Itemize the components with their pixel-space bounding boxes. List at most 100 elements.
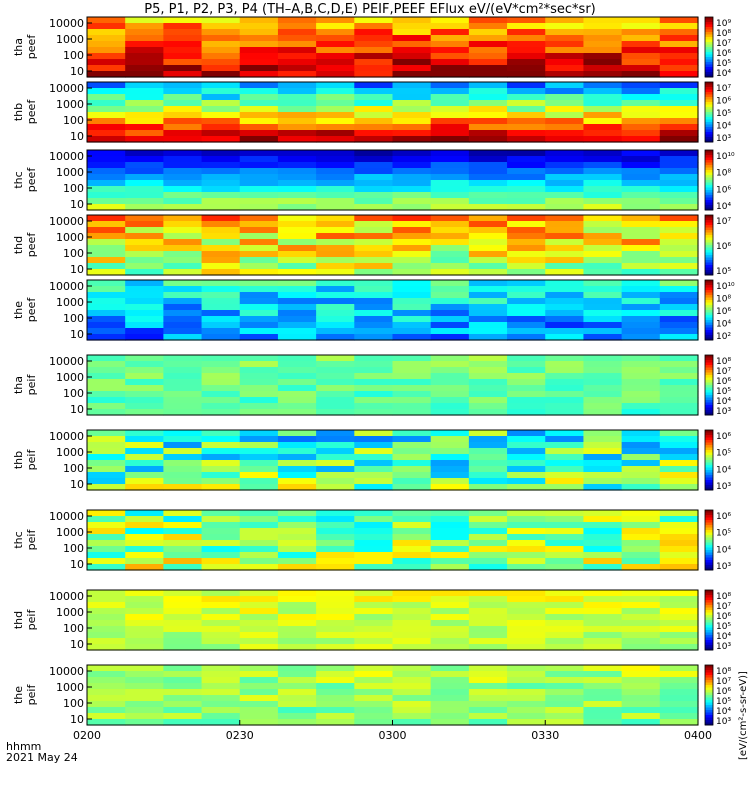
spectrogram-cell xyxy=(621,620,661,627)
spectrogram-cell xyxy=(392,112,432,119)
spectrogram-cell xyxy=(87,522,126,529)
spectrogram-cell xyxy=(277,168,317,175)
spectrogram-cell xyxy=(163,17,203,24)
spectrogram-cell xyxy=(583,292,623,299)
spectrogram-cell xyxy=(430,94,470,101)
spectrogram-cell xyxy=(468,304,508,311)
spectrogram-cell xyxy=(87,689,126,696)
spectrogram-cell xyxy=(583,454,623,461)
spectrogram-cell xyxy=(125,88,164,95)
spectrogram-cell xyxy=(583,484,623,491)
spectrogram-cell xyxy=(621,626,661,633)
spectrogram-cell xyxy=(316,510,355,517)
spectrogram-cell xyxy=(507,124,546,131)
spectrogram-cell xyxy=(163,430,203,437)
spectrogram-cell xyxy=(659,534,699,541)
spectrogram-cell xyxy=(507,112,546,119)
colorbar-segment xyxy=(705,335,713,338)
spectrogram-cell xyxy=(125,112,164,119)
spectrogram-cell xyxy=(277,608,317,615)
spectrogram-cell xyxy=(239,23,279,30)
spectrogram-cell xyxy=(201,361,241,368)
spectrogram-cell xyxy=(621,156,661,163)
spectrogram-cell xyxy=(316,472,355,479)
spectrogram-cell xyxy=(125,280,164,287)
spectrogram-cell xyxy=(621,150,661,157)
spectrogram-cell xyxy=(354,174,394,181)
spectrogram-cell xyxy=(354,94,394,101)
spectrogram-cell xyxy=(277,466,317,473)
spectrogram-cell xyxy=(468,442,508,449)
spectrogram-cell xyxy=(392,257,432,264)
colorbar-segment xyxy=(705,332,713,336)
spectrogram-cell xyxy=(163,373,203,380)
spectrogram-cell xyxy=(659,564,699,571)
colorbar-segment xyxy=(705,29,713,33)
spectrogram-cell xyxy=(354,355,394,362)
spectrogram-cell xyxy=(507,227,546,234)
spectrogram-cell xyxy=(507,448,546,455)
spectrogram-cell xyxy=(87,298,126,305)
spectrogram-cell xyxy=(392,361,432,368)
spectrogram-cell xyxy=(430,29,470,36)
spectrogram-cell xyxy=(659,17,699,24)
colorbar-segment xyxy=(705,615,713,618)
spectrogram-cell xyxy=(87,310,126,317)
spectrogram-cell xyxy=(163,186,203,193)
spectrogram-cell xyxy=(277,546,317,553)
spectrogram-cell xyxy=(430,257,470,264)
colorbar-segment xyxy=(705,640,713,643)
spectrogram-cell xyxy=(316,257,355,264)
spectrogram-cell xyxy=(507,671,546,678)
spectrogram-cell xyxy=(430,689,470,696)
spectrogram-cell xyxy=(621,204,661,211)
spectrogram-cell xyxy=(354,683,394,690)
spectrogram-cell xyxy=(583,156,623,163)
spectrogram-cell xyxy=(545,71,585,78)
spectrogram-cell xyxy=(316,130,355,137)
spectrogram-cell xyxy=(87,59,126,66)
spectrogram-cell xyxy=(468,168,508,175)
spectrogram-cell xyxy=(87,174,126,181)
spectrogram-cell xyxy=(507,41,546,48)
spectrogram-cell xyxy=(354,689,394,696)
spectrogram-cell xyxy=(659,683,699,690)
spectrogram-cell xyxy=(468,239,508,246)
spectrogram-cell xyxy=(87,269,126,276)
spectrogram-cell xyxy=(125,334,164,341)
spectrogram-cell xyxy=(201,29,241,36)
y-tick-label: 1000 xyxy=(56,606,84,619)
spectrogram-cell xyxy=(621,251,661,258)
spectrogram-cell xyxy=(163,460,203,467)
spectrogram-cell xyxy=(659,35,699,42)
spectrogram-cell xyxy=(87,632,126,639)
spectrogram-cell xyxy=(392,269,432,276)
spectrogram-cell xyxy=(545,88,585,95)
spectrogram-cell xyxy=(316,528,355,535)
spectrogram-cell xyxy=(392,528,432,535)
spectrogram-cell xyxy=(87,334,126,341)
spectrogram-cell xyxy=(239,162,279,169)
spectrogram-cell xyxy=(163,328,203,335)
spectrogram-cell xyxy=(468,150,508,157)
spectrogram-cell xyxy=(392,719,432,726)
panel-ylabel: peif xyxy=(25,684,38,706)
spectrogram-cell xyxy=(545,638,585,645)
spectrogram-cell xyxy=(277,192,317,199)
spectrogram-cell xyxy=(239,174,279,181)
spectrogram-cell xyxy=(239,683,279,690)
y-tick-label: 1000 xyxy=(56,296,84,309)
spectrogram-cell xyxy=(545,484,585,491)
colorbar-segment xyxy=(705,34,713,38)
spectrogram-cell xyxy=(392,546,432,553)
spectrogram-cell xyxy=(87,534,126,541)
spectrogram-cell xyxy=(201,304,241,311)
spectrogram-cell xyxy=(354,590,394,597)
spectrogram-cell xyxy=(201,136,241,143)
colorbar-segment xyxy=(705,360,713,363)
spectrogram-cell xyxy=(201,150,241,157)
spectrogram-cell xyxy=(468,41,508,48)
spectrogram-cell xyxy=(277,713,317,720)
spectrogram-cell xyxy=(507,322,546,329)
spectrogram-cell xyxy=(430,233,470,240)
